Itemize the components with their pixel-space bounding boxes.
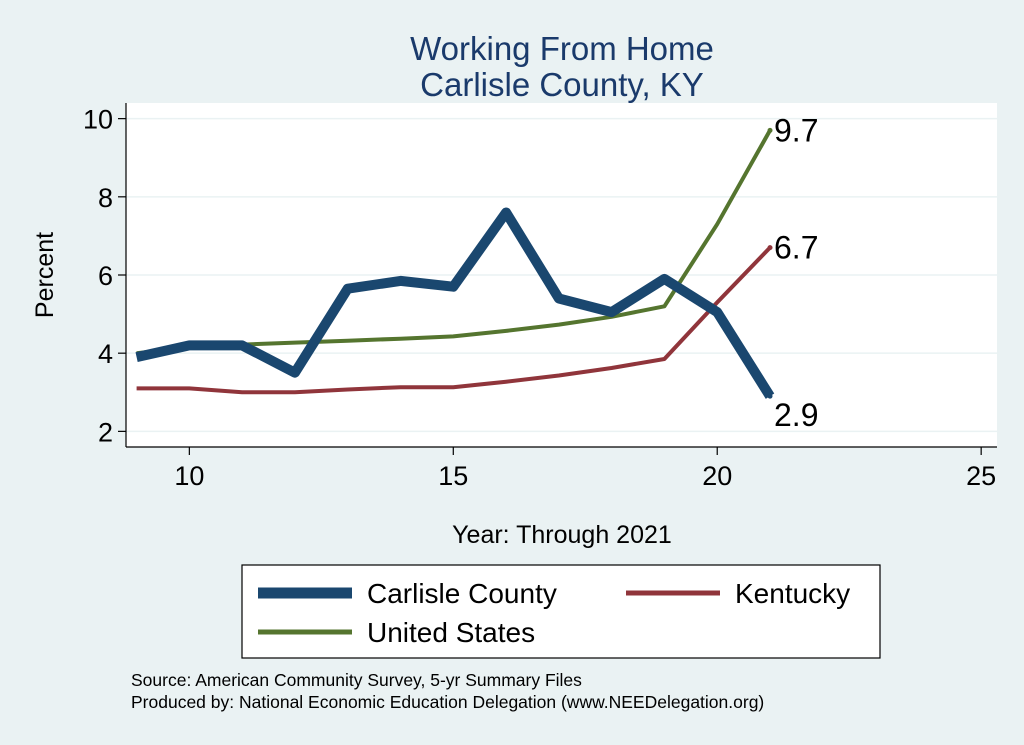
x-tick-label-25: 25 xyxy=(966,461,996,491)
series-line-carlisle-county xyxy=(135,207,775,399)
x-tick-label-15: 15 xyxy=(438,461,468,491)
series-line-kentucky xyxy=(136,246,772,395)
y-tick-label-8: 8 xyxy=(98,183,113,213)
y-tick-label-10: 10 xyxy=(83,105,113,135)
x-tick-label-10: 10 xyxy=(174,461,204,491)
y-tick-label-6: 6 xyxy=(98,261,113,291)
y-tick-label-4: 4 xyxy=(98,339,113,369)
end-marker-united-states xyxy=(767,127,773,133)
x-axis-ticks: 10 15 20 25 xyxy=(174,447,996,491)
producer-note: Produced by: National Economic Education… xyxy=(131,692,764,712)
end-marker-kentucky xyxy=(767,245,773,251)
y-tick-label-2: 2 xyxy=(98,417,113,447)
legend-label-kentucky: Kentucky xyxy=(735,578,850,609)
legend-label-united-states: United States xyxy=(367,617,535,648)
chart-title-line-2: Carlisle County, KY xyxy=(420,66,704,103)
legend-box xyxy=(241,564,881,659)
chart-title-line-1: Working From Home xyxy=(410,30,714,67)
y-axis-title: Percent xyxy=(31,232,59,318)
end-labels: 6.7 9.7 2.9 xyxy=(774,112,818,433)
legend-label-carlisle-county: Carlisle County xyxy=(367,578,557,609)
end-label-united-states: 9.7 xyxy=(774,112,818,148)
x-axis-title: Year: Through 2021 xyxy=(452,521,672,549)
gridlines xyxy=(126,117,997,433)
source-note: Source: American Community Survey, 5-yr … xyxy=(131,670,582,690)
x-tick-label-20: 20 xyxy=(702,461,732,491)
y-axis-ticks: 2 4 6 8 10 xyxy=(83,105,126,447)
end-label-carlisle-county: 2.9 xyxy=(774,397,818,433)
series-lines xyxy=(135,127,775,399)
end-marker-carlisle-county xyxy=(767,393,773,399)
end-label-kentucky: 6.7 xyxy=(774,230,818,266)
